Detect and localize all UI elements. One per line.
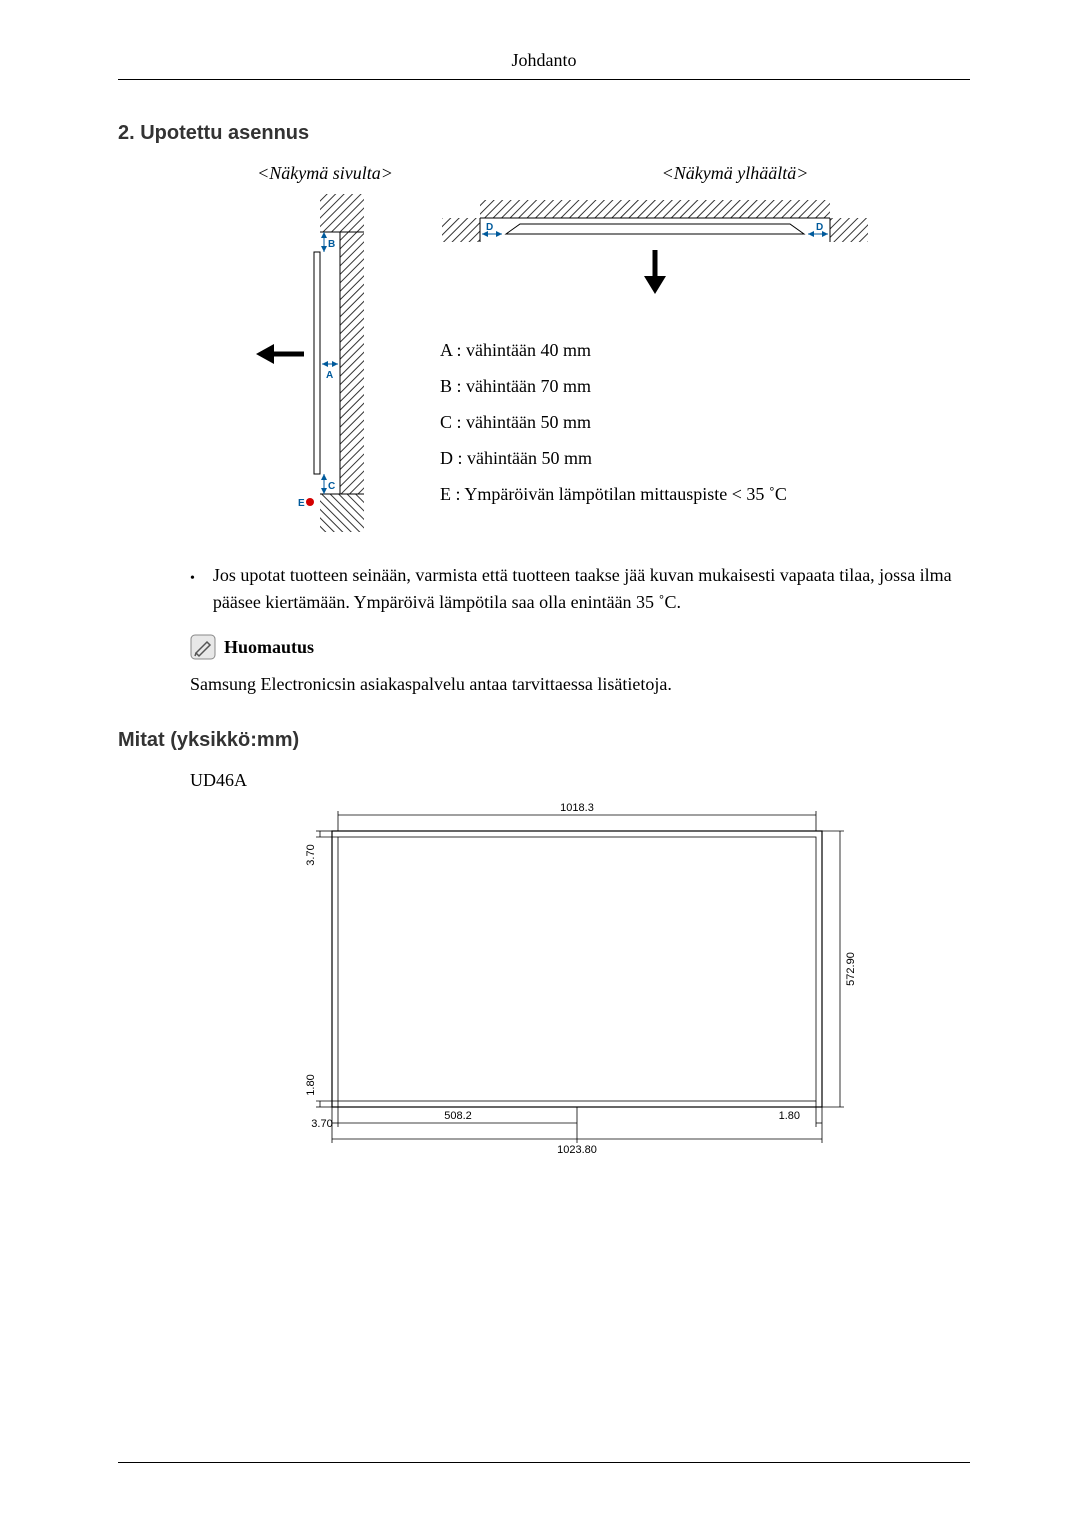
spec-c: C : vähintään 50 mm bbox=[440, 404, 970, 440]
spec-e: E : Ympäröivän lämpötilan mittauspiste <… bbox=[440, 476, 970, 512]
section-title-dims: Mitat (yksikkö:mm) bbox=[118, 729, 970, 752]
dim-bottom-inset-right: 1.80 bbox=[779, 1110, 800, 1122]
note-body: Samsung Electronicsin asiakaspalvelu ant… bbox=[190, 674, 970, 695]
top-view-column: <Näkymä ylhäältä> D bbox=[440, 163, 970, 534]
dim-top-inset: 3.70 bbox=[305, 844, 317, 865]
side-view-column: <Näkymä sivulta> bbox=[250, 163, 400, 534]
note-icon bbox=[190, 634, 216, 660]
dim-inner-width: 1018.3 bbox=[560, 802, 594, 814]
bullet-note: • Jos upotat tuotteen seinään, varmista … bbox=[190, 562, 970, 616]
bullet-marker: • bbox=[190, 562, 195, 616]
label-c: C bbox=[328, 481, 335, 492]
spec-list: A : vähintään 40 mm B : vähintään 70 mm … bbox=[440, 332, 970, 512]
dim-outer-width: 1023.80 bbox=[557, 1144, 597, 1156]
top-view-diagram: D D bbox=[440, 194, 870, 298]
dim-bottom-inset-h: 1.80 bbox=[305, 1074, 317, 1095]
label-d-right: D bbox=[816, 222, 823, 233]
label-a: A bbox=[326, 370, 333, 381]
label-b: B bbox=[328, 239, 335, 250]
footer-rule bbox=[118, 1462, 970, 1463]
dim-bottom-inset-left: 3.70 bbox=[311, 1118, 332, 1130]
model-name: UD46A bbox=[190, 770, 970, 791]
section-title-install: 2. Upotettu asennus bbox=[118, 122, 970, 145]
spec-d: D : vähintään 50 mm bbox=[440, 440, 970, 476]
side-view-diagram: B A C E bbox=[250, 194, 400, 534]
label-e: E bbox=[298, 498, 305, 509]
page-header: Johdanto bbox=[118, 50, 970, 80]
label-d-left: D bbox=[486, 222, 493, 233]
dim-height: 572.90 bbox=[845, 952, 857, 986]
spec-a: A : vähintään 40 mm bbox=[440, 332, 970, 368]
dimension-figure: 1018.3 3.70 572.90 1.80 3.70 508.2 1.80 bbox=[278, 797, 970, 1162]
note-label: Huomautus bbox=[224, 637, 314, 658]
note-heading: Huomautus bbox=[190, 634, 970, 660]
top-view-caption: <Näkymä ylhäältä> bbox=[500, 163, 970, 184]
side-view-caption: <Näkymä sivulta> bbox=[250, 163, 400, 184]
spec-b: B : vähintään 70 mm bbox=[440, 368, 970, 404]
dim-bottom-half: 508.2 bbox=[444, 1110, 472, 1122]
bullet-text: Jos upotat tuotteen seinään, varmista et… bbox=[213, 562, 970, 616]
figure-row: <Näkymä sivulta> bbox=[250, 163, 970, 534]
